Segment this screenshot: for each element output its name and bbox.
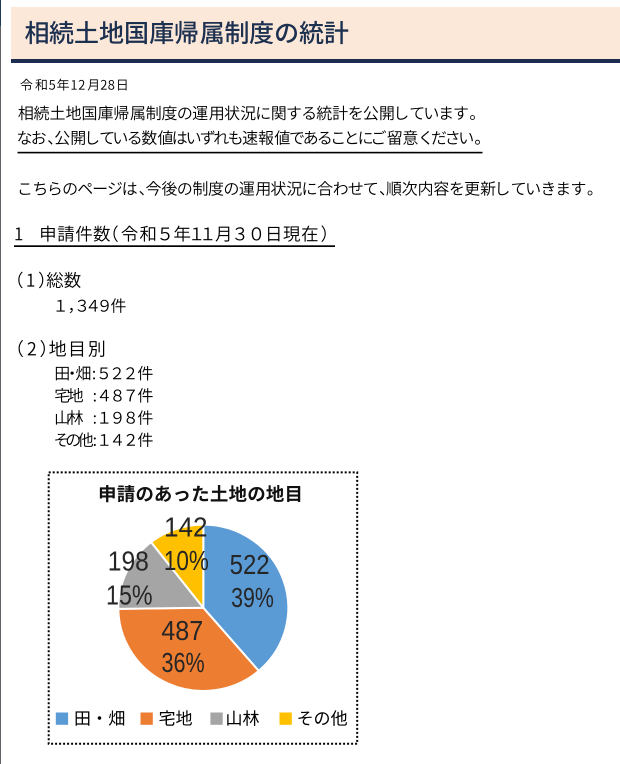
svg-text:36%: 36% — [161, 647, 204, 678]
svg-text:487: 487 — [161, 615, 203, 647]
svg-text:142: 142 — [164, 511, 207, 542]
svg-text:15%: 15% — [106, 581, 153, 611]
svg-text:522: 522 — [230, 548, 270, 580]
svg-text:198: 198 — [108, 545, 149, 577]
svg-text:39%: 39% — [231, 582, 274, 613]
svg-text:10%: 10% — [164, 546, 209, 577]
